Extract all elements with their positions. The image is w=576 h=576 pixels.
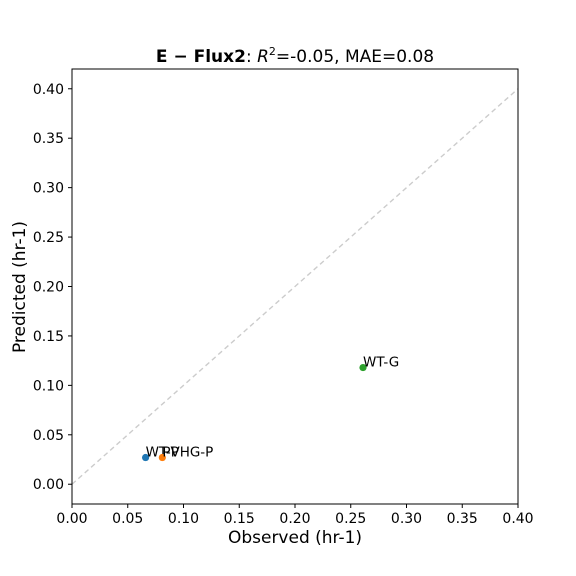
title-method: E − Flux2 [156, 47, 246, 67]
y-tick-label: 0.30 [33, 181, 64, 197]
x-tick-label: 0.15 [224, 511, 255, 527]
x-tick-label: 0.10 [168, 511, 199, 527]
y-axis-label: Predicted (hr-1) [10, 221, 30, 353]
plot-area: 0.00 0.05 0.10 0.15 0.20 0.25 0.30 0.35 0.40 0.00… [33, 68, 534, 527]
data-label-wt-g: WT-G [363, 355, 399, 371]
data-label-wt-p: WT-P [146, 445, 179, 461]
y-tick-label: 0.35 [33, 131, 64, 147]
y-tick-label: 0.10 [33, 378, 64, 394]
y-tick-label: 0.40 [33, 82, 64, 98]
data-point-wt-p [141, 453, 150, 462]
x-tick-label: 0.30 [391, 511, 422, 527]
x-axis-label: Observed (hr-1) [228, 528, 362, 548]
x-tick-label: 0.40 [502, 511, 533, 527]
title-metrics: =-0.05, MAE=0.08 [276, 47, 434, 67]
title-r2-label: R [257, 47, 269, 67]
title-r2-sup: 2 [269, 45, 276, 58]
x-tick-label: 0.00 [56, 511, 87, 527]
y-tick-label: 0.00 [33, 477, 64, 493]
chart-title: E − Flux2: R2=-0.05, MAE=0.08 [156, 45, 434, 67]
x-tick-label: 0.05 [112, 511, 143, 527]
data-point-pvhg-p [158, 453, 166, 462]
x-tick-label: 0.25 [335, 511, 366, 527]
identity-line [71, 88, 519, 485]
y-tick-label: 0.05 [33, 428, 64, 444]
data-label-pvhg-p: PVHG-P [162, 445, 213, 461]
x-tick-label: 0.35 [447, 511, 478, 527]
y-tick-label: 0.20 [33, 280, 64, 296]
x-tick-label: 0.20 [279, 511, 310, 527]
data-point-wt-g [359, 363, 367, 372]
y-tick-label: 0.25 [33, 230, 64, 246]
y-tick-label: 0.15 [33, 329, 64, 345]
